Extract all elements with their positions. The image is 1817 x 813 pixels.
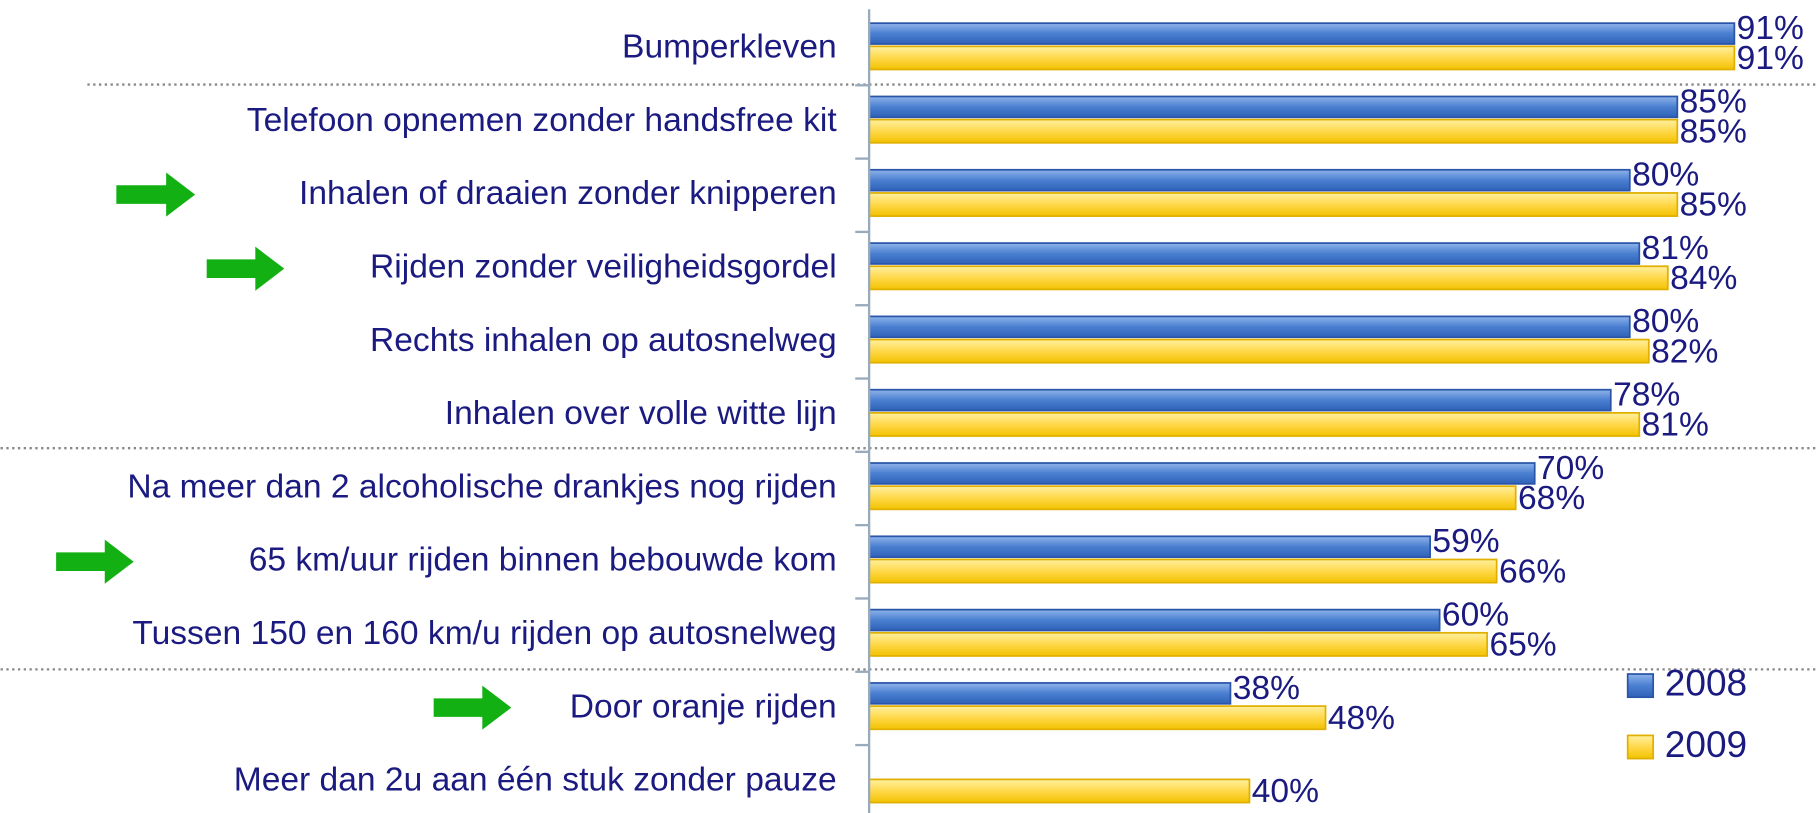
bar: [868, 631, 1489, 657]
value-label: 85%: [1680, 83, 1747, 120]
arrow: [116, 172, 196, 217]
bar: [868, 192, 1679, 217]
value-label: 80%: [1632, 303, 1699, 340]
legend-label: 2009: [1665, 723, 1747, 765]
bar: [868, 558, 1498, 584]
bar: [868, 168, 1631, 192]
value-label: 66%: [1499, 553, 1566, 590]
bar: [868, 315, 1631, 339]
value-label: 84%: [1670, 260, 1737, 297]
arrows: [56, 172, 512, 730]
category-label: Rijden zonder veiligheidsgordel: [370, 248, 837, 285]
bar: [868, 22, 1736, 45]
bar: [868, 535, 1431, 559]
category-label: Rechts inhalen op autosnelweg: [370, 322, 837, 359]
value-label: 82%: [1651, 333, 1718, 370]
category-label: 65 km/uur rijden binnen bebouwde kom: [249, 542, 837, 579]
bar: [868, 95, 1679, 119]
bar: [868, 412, 1641, 437]
value-label: 80%: [1632, 157, 1699, 194]
category-label: Telefoon opnemen zonder handsfree kit: [247, 102, 838, 139]
value-label: 59%: [1432, 523, 1499, 560]
value-label: 40%: [1252, 773, 1319, 810]
value-label: 91%: [1737, 40, 1804, 77]
category-label: Na meer dan 2 alcoholische drankjes nog …: [127, 468, 836, 505]
bar: [868, 705, 1327, 731]
category-label: Door oranje rijden: [570, 688, 837, 725]
bar: [868, 45, 1736, 71]
bar: [868, 388, 1612, 412]
legend-swatch: [1626, 673, 1655, 699]
legend-label: 2008: [1665, 661, 1747, 703]
value-label: 85%: [1680, 113, 1747, 150]
bar: [868, 265, 1669, 291]
value-label: 38%: [1233, 670, 1300, 707]
value-label: 81%: [1642, 230, 1709, 267]
bar: [868, 338, 1650, 364]
bar: [868, 608, 1441, 632]
category-label: Inhalen of draaien zonder knipperen: [299, 175, 837, 212]
value-label: 91%: [1737, 10, 1804, 47]
category-label: Tussen 150 en 160 km/u rijden op autosne…: [132, 615, 836, 652]
value-label: 65%: [1489, 627, 1556, 664]
arrow: [433, 685, 512, 730]
bar: [868, 118, 1679, 144]
bar: [868, 778, 1251, 804]
category-label: Bumperkleven: [622, 29, 837, 66]
bar: [868, 485, 1517, 511]
legend-swatch: [1626, 734, 1655, 760]
value-label: 81%: [1642, 407, 1709, 444]
bar: [868, 462, 1536, 485]
category-label: Meer dan 2u aan één stuk zonder pauze: [234, 762, 837, 799]
bar: [868, 682, 1232, 705]
separators: [0, 83, 1817, 671]
value-label: 48%: [1328, 700, 1395, 737]
bar: [868, 242, 1641, 265]
value-label: 78%: [1613, 377, 1680, 414]
category-label: Inhalen over volle witte lijn: [445, 395, 837, 432]
value-label: 85%: [1680, 187, 1747, 224]
arrow: [56, 539, 134, 584]
value-label: 60%: [1442, 596, 1509, 633]
value-label: 68%: [1518, 480, 1585, 517]
arrow: [206, 246, 285, 291]
value-label: 70%: [1537, 450, 1604, 487]
